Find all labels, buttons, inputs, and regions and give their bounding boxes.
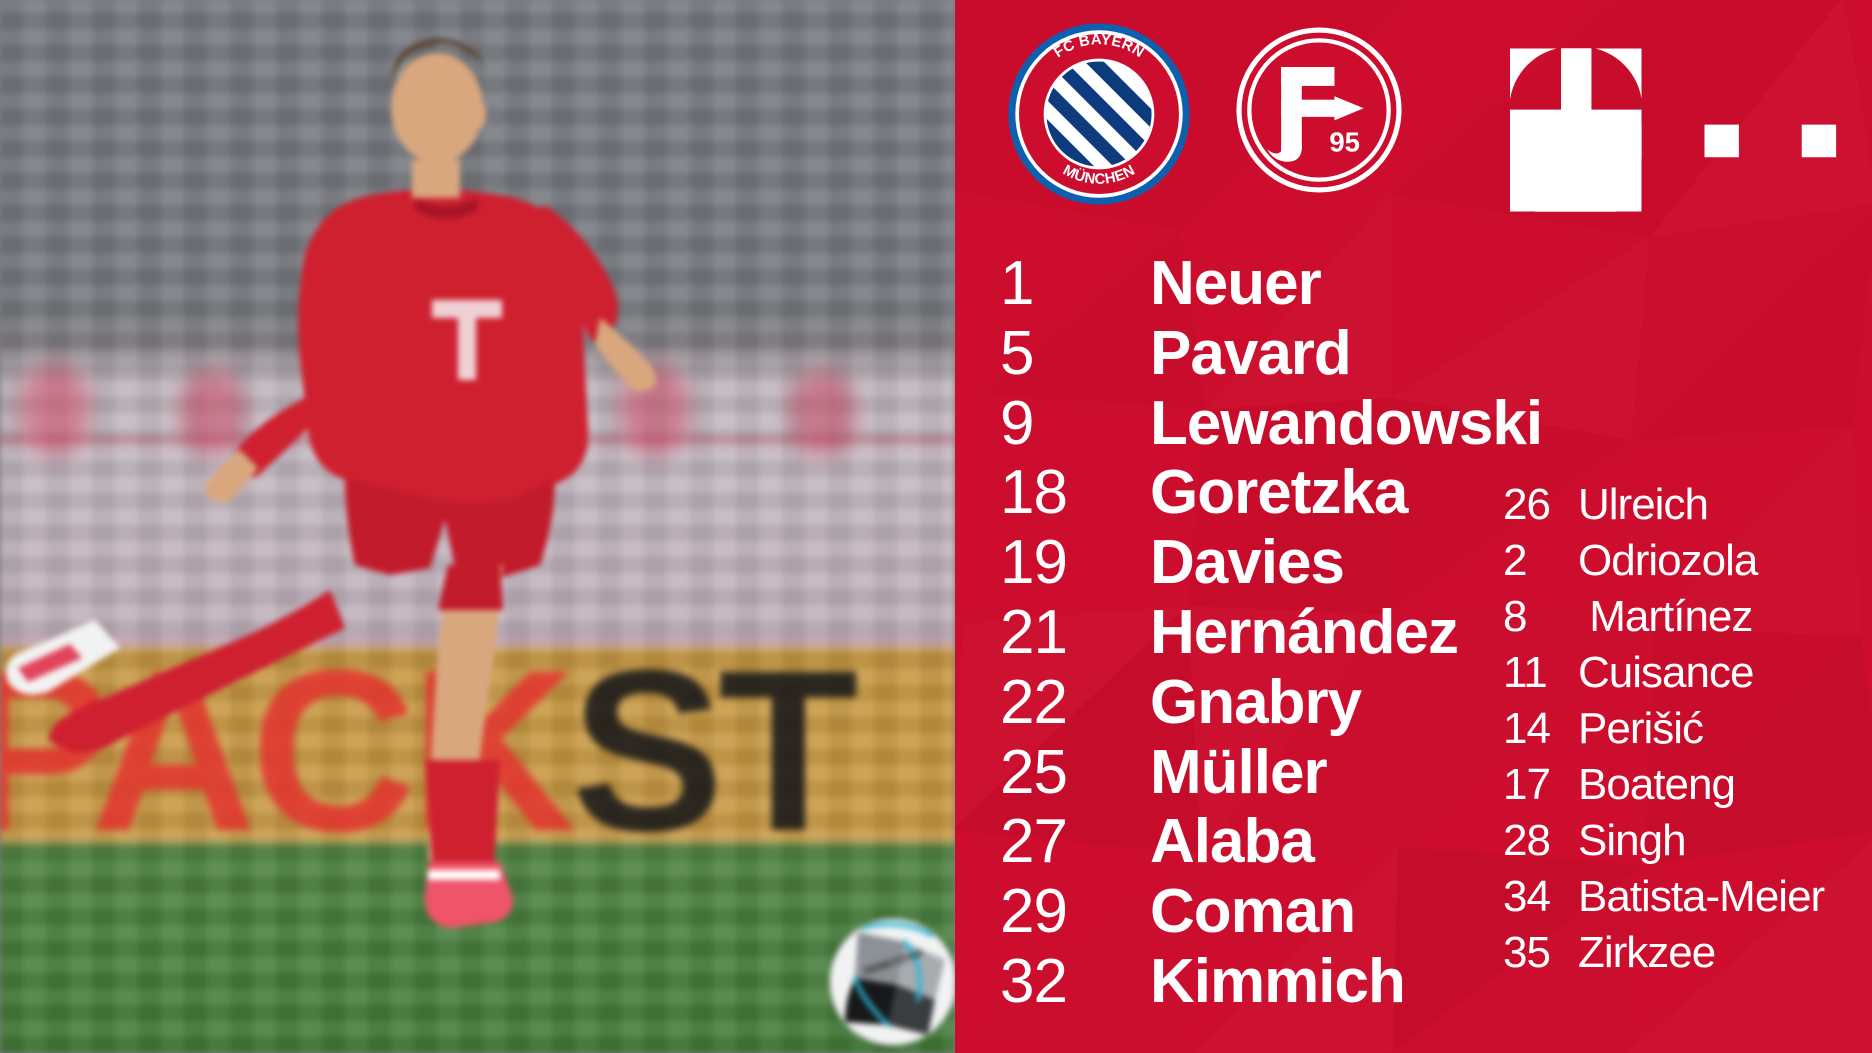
svg-text:95: 95 bbox=[1329, 126, 1360, 157]
